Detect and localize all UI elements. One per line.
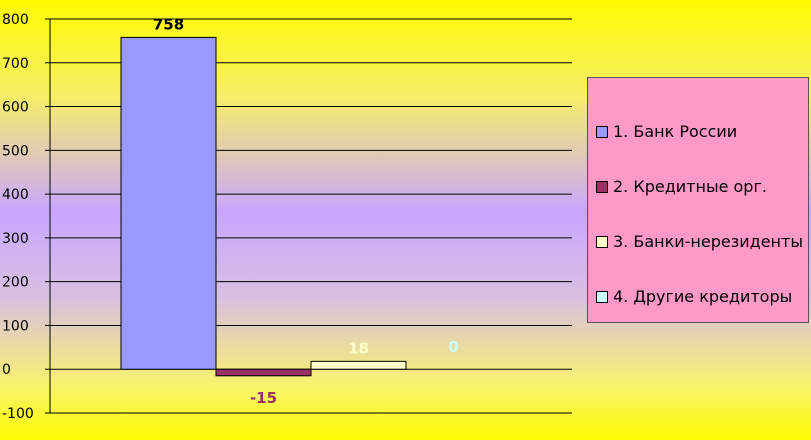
y-tick-label: 600 — [2, 100, 29, 116]
y-tick-label: 500 — [2, 143, 29, 159]
legend-label-4: 4. Другие кредиторы — [613, 287, 793, 306]
legend-swatch-4 — [596, 290, 608, 303]
y-tick-label: 200 — [2, 275, 29, 291]
legend-swatch-2 — [596, 180, 608, 193]
y-tick-label: 100 — [2, 318, 29, 334]
y-tick-label: 0 — [2, 362, 11, 378]
legend-item-3: 3. Банки-нерезиденты — [596, 232, 803, 251]
y-tick-label: -100 — [2, 406, 34, 422]
bars — [120, 36, 407, 377]
legend-swatch-1 — [596, 125, 608, 138]
y-tick-label: 300 — [2, 231, 29, 247]
legend-item-2: 2. Кредитные орг. — [596, 177, 767, 196]
y-tick-label: 800 — [2, 12, 29, 28]
data-labels: 758 -15 18 0 — [153, 15, 459, 407]
legend-swatch-3 — [596, 235, 608, 248]
bar-2 — [215, 368, 312, 377]
y-tick-label: 700 — [2, 56, 29, 72]
legend-item-1: 1. Банк России — [596, 122, 737, 141]
legend-label-2: 2. Кредитные орг. — [613, 177, 767, 196]
data-label-2: -15 — [250, 389, 277, 407]
legend-item-4: 4. Другие кредиторы — [596, 287, 792, 306]
data-label-3: 18 — [348, 339, 369, 357]
legend-label-3: 3. Банки-нерезиденты — [613, 232, 803, 251]
y-tick-label: 400 — [2, 187, 29, 203]
bar-1 — [120, 36, 217, 370]
bar-3 — [310, 360, 407, 370]
legend-label-1: 1. Банк России — [613, 122, 738, 141]
legend: 1. Банк России 2. Кредитные орг. 3. Банк… — [587, 77, 809, 323]
data-label-1: 758 — [153, 15, 184, 33]
y-axis-ticks: 800 700 600 500 400 300 200 100 0 -100 — [2, 12, 50, 422]
data-label-4: 0 — [448, 338, 458, 356]
